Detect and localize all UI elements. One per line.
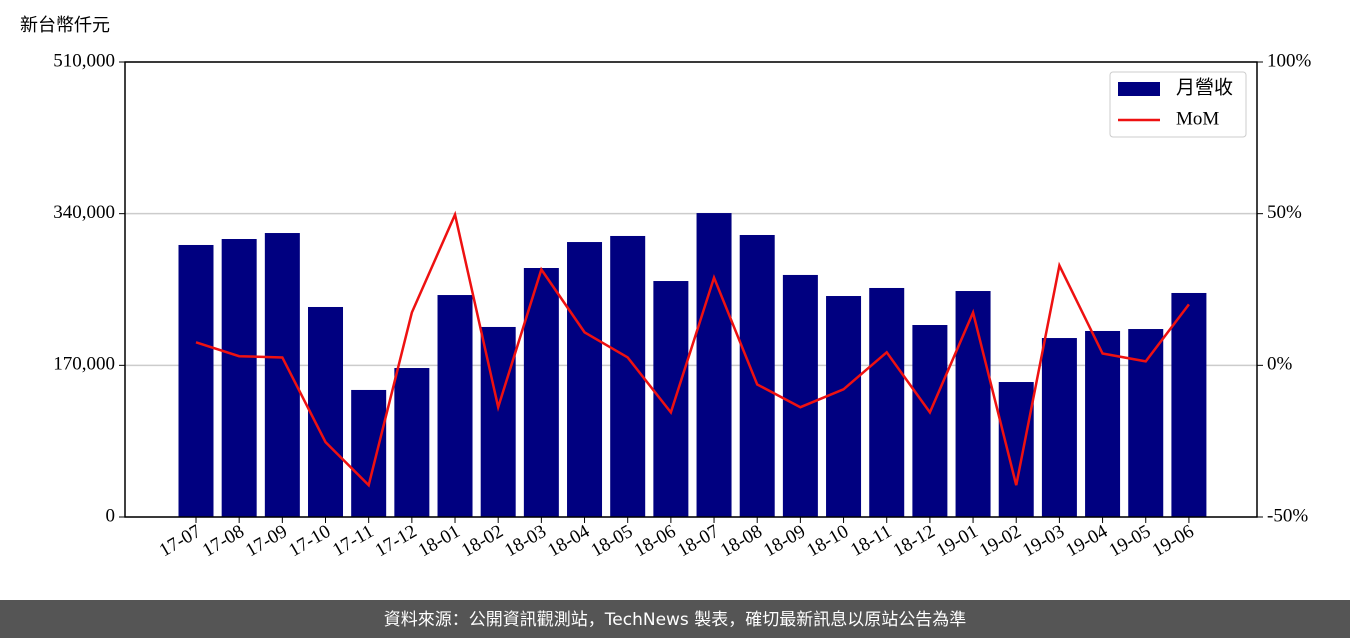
y2-tick-label: -50% bbox=[1267, 505, 1308, 526]
x-tick-label: 17-10 bbox=[285, 521, 334, 561]
bar bbox=[826, 296, 862, 517]
footer-text: 資料來源：公開資訊觀測站，TechNews 製表，確切最新訊息以原站公告為準 bbox=[384, 610, 966, 630]
x-tick-label: 19-06 bbox=[1149, 521, 1198, 561]
x-tick-label: 18-01 bbox=[415, 521, 464, 561]
legend-label: 月營收 bbox=[1176, 76, 1233, 98]
bar bbox=[1041, 338, 1077, 517]
legend-swatch bbox=[1118, 82, 1160, 96]
bar bbox=[739, 234, 775, 518]
x-tick-label: 18-04 bbox=[544, 521, 593, 562]
x-tick-label: 18-02 bbox=[458, 521, 507, 561]
y-tick-label: 0 bbox=[106, 505, 116, 526]
x-tick-label: 19-01 bbox=[933, 521, 982, 561]
bar bbox=[394, 368, 430, 517]
y2-tick-label: 100% bbox=[1267, 50, 1312, 71]
y2-tick-label: 0% bbox=[1267, 354, 1293, 375]
x-tick-label: 19-03 bbox=[1019, 521, 1068, 561]
bar bbox=[221, 239, 257, 518]
bar bbox=[351, 389, 387, 517]
x-tick-label: 19-05 bbox=[1106, 521, 1155, 561]
bar bbox=[998, 382, 1034, 517]
bar bbox=[955, 291, 991, 517]
bar bbox=[178, 244, 214, 517]
x-tick-label: 18-11 bbox=[847, 521, 895, 561]
x-tick-label: 18-12 bbox=[890, 521, 939, 561]
bar bbox=[1085, 330, 1121, 517]
x-tick-label: 18-09 bbox=[760, 521, 809, 561]
bar bbox=[912, 325, 948, 517]
x-tick-label: 18-06 bbox=[631, 521, 680, 561]
x-tick-label: 17-07 bbox=[156, 521, 205, 561]
x-tick-label: 18-07 bbox=[674, 521, 723, 561]
bar bbox=[610, 235, 646, 517]
x-tick-label: 18-10 bbox=[803, 521, 852, 561]
bar bbox=[567, 242, 603, 517]
bar bbox=[308, 306, 344, 517]
plot-frame bbox=[124, 61, 1258, 518]
unit-label: 新台幣仟元 bbox=[20, 15, 110, 35]
bar bbox=[782, 274, 818, 517]
bar bbox=[437, 295, 473, 517]
x-tick-label: 17-11 bbox=[329, 521, 377, 561]
x-tick-label: 18-03 bbox=[501, 521, 550, 561]
x-tick-label: 18-05 bbox=[587, 521, 636, 561]
bar bbox=[869, 287, 905, 517]
x-tick-label: 18-08 bbox=[717, 521, 766, 561]
bar bbox=[696, 213, 732, 517]
y-tick-label: 510,000 bbox=[53, 50, 115, 71]
footer-bar bbox=[0, 600, 1350, 638]
x-tick-label: 19-02 bbox=[976, 521, 1025, 561]
x-tick-label: 19-04 bbox=[1062, 521, 1111, 562]
bar bbox=[264, 233, 300, 517]
x-tick-label: 17-12 bbox=[372, 521, 421, 561]
y-tick-label: 340,000 bbox=[53, 202, 115, 223]
bar bbox=[653, 281, 689, 517]
line bbox=[195, 210, 1190, 488]
y2-tick-label: 50% bbox=[1267, 202, 1302, 223]
bar bbox=[1128, 329, 1164, 517]
y-tick-label: 170,000 bbox=[53, 354, 115, 375]
legend: 月營收 MoM bbox=[1109, 71, 1247, 138]
x-tick-label: 17-09 bbox=[242, 521, 291, 561]
x-tick-label: 17-08 bbox=[199, 521, 248, 561]
bar bbox=[1171, 292, 1207, 517]
legend-label: MoM bbox=[1176, 108, 1219, 129]
